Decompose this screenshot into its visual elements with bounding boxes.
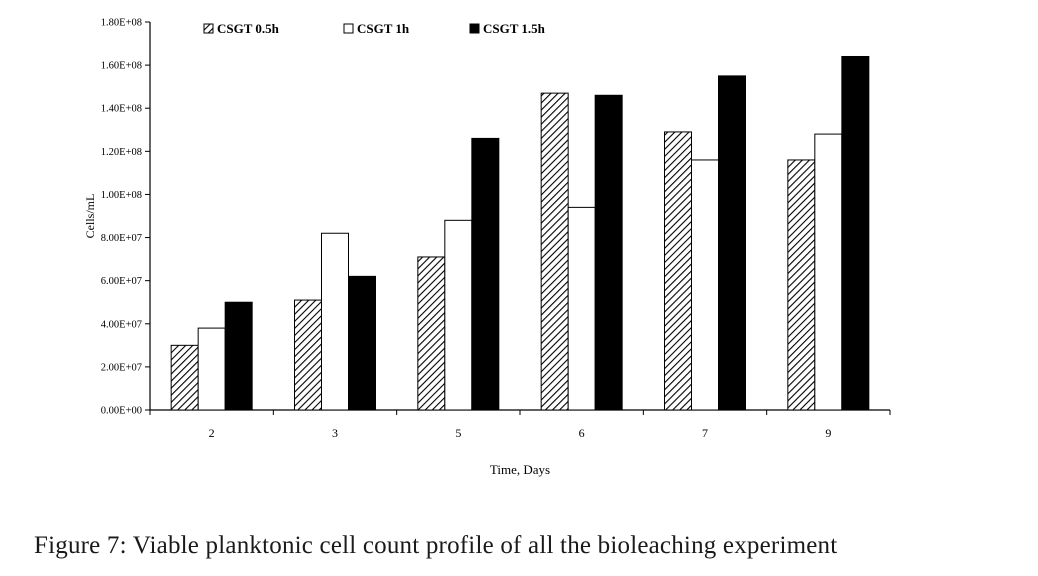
x-tick-label: 9 [825,426,831,440]
y-tick-label: 6.00E+07 [101,276,142,287]
bar-csgt-0.5h-7 [664,131,692,411]
bar-csgt-1.5h-6 [594,94,623,411]
y-tick-label: 0.00E+00 [101,406,142,417]
bar-csgt-0.5h-2 [170,344,199,411]
axis-labels: Time, Days Cells/mL [83,194,550,477]
y-tick-label: 1.40E+08 [101,104,142,115]
bar-csgt-1.5h-3 [348,275,376,411]
bar-csgt-1.5h-2 [224,301,253,411]
bar-csgt-1h-7 [691,159,719,411]
y-tick-label: 2.00E+07 [101,362,142,373]
legend-label: CSGT 0.5h [217,21,280,36]
bar-csgt-1h-6 [567,206,596,411]
bar-csgt-0.5h-6 [540,92,569,411]
bar-csgt-0.5h-3 [294,299,322,411]
x-axis-title: Time, Days [490,462,550,477]
y-axis-title: Cells/mL [83,194,97,239]
x-tick-label: 6 [579,426,585,440]
x-tick-label: 7 [702,426,708,440]
legend: CSGT 0.5h CSGT 1h CSGT 1.5h [203,21,546,36]
bar-csgt-1.5h-9 [841,55,870,411]
bar-csgt-1.5h-7 [718,75,746,411]
y-tick-label: 8.00E+07 [101,233,142,244]
bar-csgt-1.5h-5 [471,137,500,411]
bar-csgt-0.5h-5 [417,256,446,411]
bar-chart: 0.00E+00 2.00E+07 4.00E+07 6.00E+07 8.00E+07… [83,18,891,477]
legend-label: CSGT 1h [357,21,410,36]
y-tick-label: 1.00E+08 [101,190,142,201]
x-tick-label: 5 [455,426,461,440]
chart-area: 0.00E+00 2.00E+07 4.00E+07 6.00E+07 8.00E+07… [83,18,891,477]
y-tick-label: 1.20E+08 [101,147,142,158]
legend-swatch [343,23,354,34]
legend-label: CSGT 1.5h [483,21,546,36]
y-tick-label: 1.80E+08 [101,18,142,29]
bar-csgt-1h-2 [197,327,226,411]
x-tick-label: 2 [209,426,215,440]
x-tick-label: 3 [332,426,338,440]
bar-csgt-1h-3 [321,232,349,411]
legend-swatch [203,23,214,34]
bar-csgt-1h-9 [814,133,843,411]
bars [170,55,870,411]
bar-csgt-1h-5 [444,219,473,411]
y-tick-label: 1.60E+08 [101,61,142,72]
figure-caption: Figure 7: Viable planktonic cell count p… [34,532,838,559]
bar-csgt-0.5h-9 [787,159,816,411]
y-tick-label: 4.00E+07 [101,319,142,330]
legend-swatch [469,23,480,34]
axes: 0.00E+00 2.00E+07 4.00E+07 6.00E+07 8.00E+07… [101,18,891,440]
